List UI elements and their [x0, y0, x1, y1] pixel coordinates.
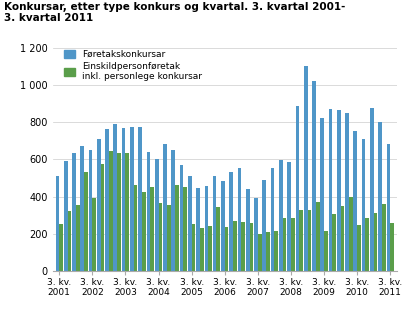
- Bar: [122, 128, 126, 271]
- Bar: [304, 66, 307, 271]
- Bar: [275, 231, 278, 271]
- Bar: [390, 223, 394, 271]
- Bar: [155, 160, 159, 271]
- Bar: [92, 197, 96, 271]
- Bar: [229, 172, 233, 271]
- Text: Konkursar, etter type konkurs og kvartal. 3. kvartal 2001-
3. kvartal 2011: Konkursar, etter type konkurs og kvartal…: [4, 2, 345, 23]
- Bar: [283, 218, 286, 271]
- Bar: [333, 214, 336, 271]
- Bar: [287, 162, 291, 271]
- Bar: [130, 127, 134, 271]
- Bar: [97, 139, 101, 271]
- Legend: Føretakskonkursar, Einskildpersonføretak
inkl. personlege konkursar: Føretakskonkursar, Einskildpersonføretak…: [64, 50, 202, 81]
- Bar: [80, 146, 84, 271]
- Bar: [316, 202, 320, 271]
- Bar: [159, 203, 162, 271]
- Bar: [196, 188, 200, 271]
- Bar: [354, 131, 357, 271]
- Bar: [89, 150, 92, 271]
- Bar: [113, 124, 117, 271]
- Bar: [175, 185, 179, 271]
- Bar: [374, 213, 377, 271]
- Bar: [246, 189, 249, 271]
- Bar: [117, 153, 121, 271]
- Bar: [68, 211, 71, 271]
- Bar: [59, 224, 63, 271]
- Bar: [324, 231, 328, 271]
- Bar: [337, 110, 341, 271]
- Bar: [299, 210, 303, 271]
- Bar: [296, 106, 299, 271]
- Bar: [386, 144, 390, 271]
- Bar: [188, 176, 192, 271]
- Bar: [307, 210, 311, 271]
- Bar: [362, 139, 365, 271]
- Bar: [134, 185, 137, 271]
- Bar: [378, 122, 382, 271]
- Bar: [101, 164, 104, 271]
- Bar: [205, 186, 208, 271]
- Bar: [163, 145, 167, 271]
- Bar: [109, 151, 113, 271]
- Bar: [382, 204, 386, 271]
- Bar: [254, 198, 258, 271]
- Bar: [105, 129, 109, 271]
- Bar: [357, 225, 361, 271]
- Bar: [221, 181, 225, 271]
- Bar: [266, 232, 270, 271]
- Bar: [126, 153, 129, 271]
- Bar: [328, 109, 333, 271]
- Bar: [142, 192, 146, 271]
- Bar: [291, 218, 295, 271]
- Bar: [76, 205, 79, 271]
- Bar: [208, 226, 212, 271]
- Bar: [150, 187, 154, 271]
- Bar: [183, 187, 187, 271]
- Bar: [84, 172, 88, 271]
- Bar: [341, 206, 344, 271]
- Bar: [64, 161, 68, 271]
- Bar: [147, 152, 150, 271]
- Bar: [167, 205, 171, 271]
- Bar: [213, 176, 217, 271]
- Bar: [200, 228, 204, 271]
- Bar: [312, 81, 316, 271]
- Bar: [225, 227, 228, 271]
- Bar: [241, 222, 245, 271]
- Bar: [262, 180, 266, 271]
- Bar: [370, 108, 374, 271]
- Bar: [279, 160, 283, 271]
- Bar: [349, 197, 353, 271]
- Bar: [365, 218, 369, 271]
- Bar: [180, 165, 183, 271]
- Bar: [345, 113, 349, 271]
- Bar: [320, 118, 324, 271]
- Bar: [271, 168, 275, 271]
- Bar: [171, 150, 175, 271]
- Bar: [238, 168, 241, 271]
- Bar: [217, 207, 220, 271]
- Bar: [249, 223, 253, 271]
- Bar: [138, 127, 142, 271]
- Bar: [72, 153, 76, 271]
- Bar: [192, 224, 195, 271]
- Bar: [55, 176, 59, 271]
- Bar: [258, 234, 262, 271]
- Bar: [233, 221, 237, 271]
